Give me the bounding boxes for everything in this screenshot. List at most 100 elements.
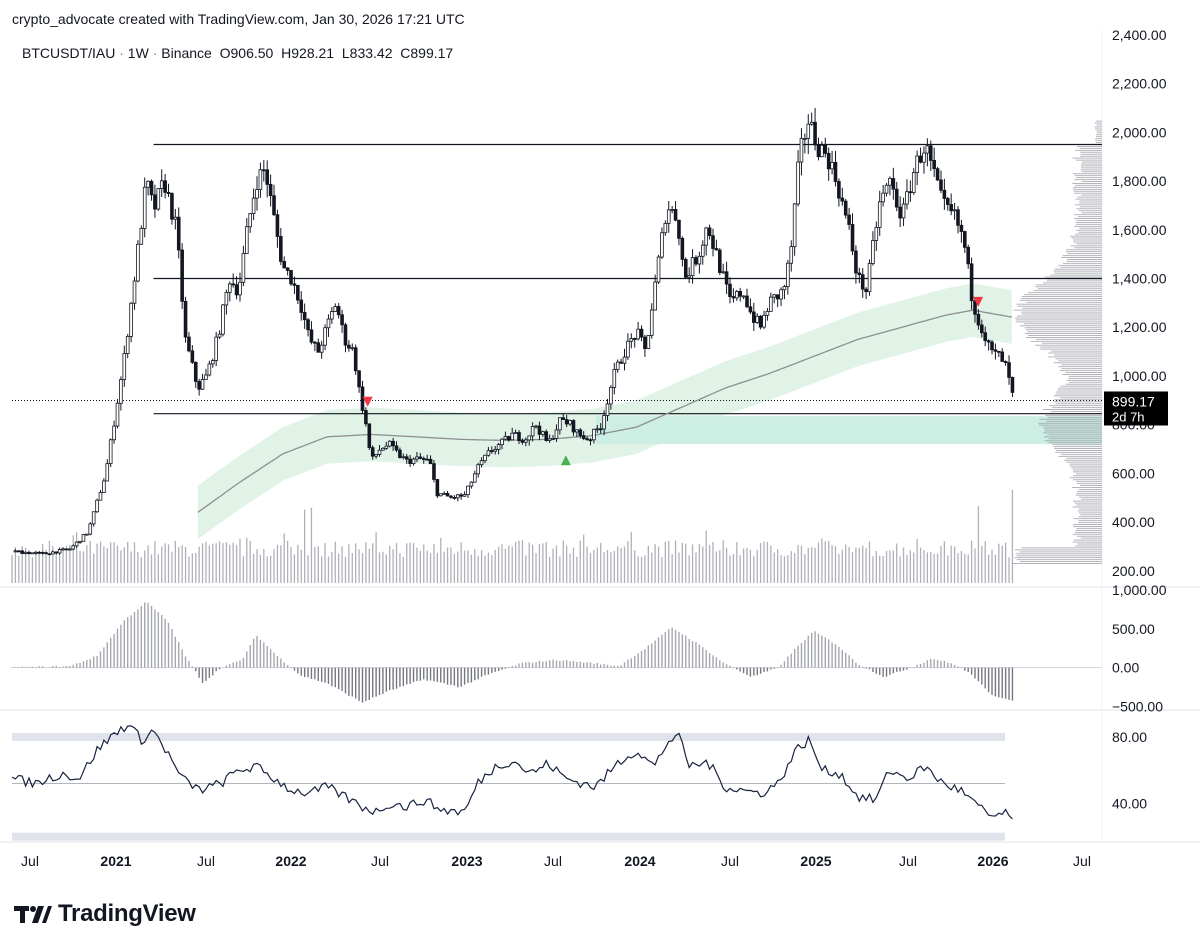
candle-body [949, 204, 953, 212]
candle-body [204, 374, 208, 380]
candle-body [694, 257, 698, 265]
price-axis-label: 1,400.00 [1112, 270, 1167, 286]
candle-body [227, 283, 232, 293]
candle-body [452, 496, 457, 499]
candle-body [891, 178, 896, 190]
time-axis-label: 2024 [624, 853, 655, 869]
candle-body [183, 300, 188, 338]
candle-body [585, 438, 589, 441]
candle-body [816, 144, 821, 158]
candle-body [877, 201, 882, 228]
support-zone [595, 416, 1102, 445]
candle-body [296, 284, 300, 301]
candle-body [309, 329, 314, 343]
candle-body [370, 447, 375, 457]
candle-body [466, 485, 470, 495]
candle-body [632, 338, 637, 340]
candle-body [95, 499, 99, 513]
oscillator-axis-label: −500.00 [1112, 698, 1163, 714]
candle-body [928, 145, 933, 161]
candle-body [626, 340, 630, 358]
candle-body [476, 464, 480, 475]
candle-body [17, 550, 21, 553]
candle-body [619, 361, 623, 364]
candle-body [459, 494, 463, 497]
tradingview-logo: TradingView [14, 900, 196, 928]
last-price-tag [1104, 391, 1168, 426]
candle-body [939, 179, 943, 191]
candle-body [752, 311, 756, 323]
candle-body [775, 294, 780, 300]
candle-body [360, 386, 365, 411]
candle-body [527, 435, 532, 441]
candle-body [428, 458, 433, 465]
candle-body [105, 463, 110, 482]
candle-body [952, 209, 957, 212]
candle-body [588, 439, 593, 442]
candle-body [275, 214, 280, 237]
legend-low-value: 833.42 [349, 45, 393, 61]
candle-body [956, 209, 960, 226]
candle-body [343, 324, 348, 346]
candle-body [119, 379, 123, 404]
candle-body [445, 492, 450, 497]
candle-body [707, 227, 712, 237]
tradingview-logo-icon [14, 906, 52, 923]
price-axis-label: 400.00 [1112, 514, 1155, 530]
candle-body [500, 438, 504, 446]
candle-body [799, 138, 804, 163]
legend-interval[interactable]: 1W [127, 45, 149, 61]
oscillator-axis-label: 0.00 [1112, 660, 1139, 676]
candle-body [911, 172, 916, 193]
candle-body [700, 244, 705, 257]
candle-body [472, 473, 477, 483]
candle-body [136, 243, 140, 282]
time-axis-label: Jul [544, 853, 562, 869]
candle-body [581, 435, 586, 439]
candle-body [418, 456, 423, 459]
candle-body [112, 425, 116, 441]
candle-body [210, 360, 215, 365]
time-axis-label: Jul [1073, 853, 1091, 869]
time-axis-label: Jul [371, 853, 389, 869]
legend-symbol[interactable]: BTCUSDT/IAU [22, 45, 116, 61]
candle-body [643, 336, 647, 350]
candle-body [357, 370, 361, 388]
candle-body [683, 259, 688, 278]
time-axis-label: 2026 [977, 853, 1008, 869]
price-axis-label: 200.00 [1112, 563, 1155, 579]
candle-body [241, 253, 246, 283]
candle-body [735, 291, 739, 299]
candle-body [299, 299, 304, 313]
candle-body [690, 257, 695, 277]
candle-body [340, 314, 344, 326]
candle-body [524, 439, 528, 443]
candle-body [350, 347, 355, 350]
candle-body [622, 356, 627, 364]
candle-body [64, 548, 69, 551]
candle-body [85, 533, 89, 536]
rsi-axis-label: 80.00 [1112, 729, 1147, 745]
candle-body [47, 553, 52, 556]
candle-body [102, 480, 106, 494]
candle-body [962, 231, 967, 248]
candle-body [1000, 351, 1005, 362]
candle-body [765, 311, 770, 316]
candle-body [990, 341, 994, 351]
candle-body [122, 353, 127, 380]
candle-body [905, 191, 909, 205]
candle-body [561, 417, 566, 420]
candle-body [840, 197, 845, 202]
candle-body [268, 183, 273, 197]
candle-body [568, 420, 572, 425]
candle-body [432, 463, 436, 480]
candle-body [387, 440, 392, 447]
candle-body [656, 256, 661, 283]
candle-body [483, 454, 487, 462]
candle-body [207, 363, 212, 376]
candle-body [860, 274, 865, 290]
candle-body [898, 206, 902, 219]
candle-body [660, 232, 664, 258]
candle-body [513, 432, 518, 434]
